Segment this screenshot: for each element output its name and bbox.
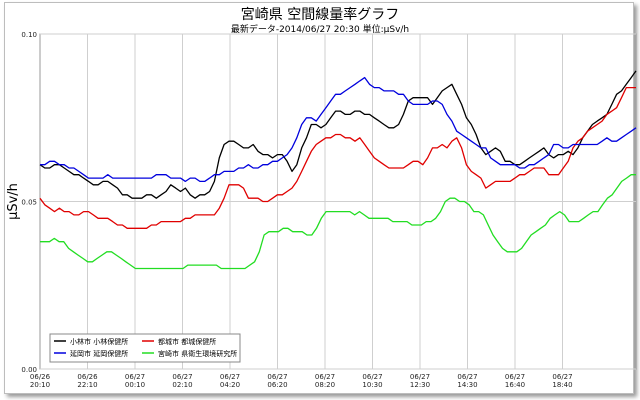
y-axis-label: μSv/h bbox=[6, 183, 21, 220]
y-tick-label: 0.00 bbox=[21, 366, 37, 374]
x-tick-label: 06/27 bbox=[505, 373, 525, 381]
chart-subtitle: 最新データ-2014/06/27 20:30 単位:μSv/h bbox=[230, 25, 410, 35]
x-tick-label: 12:30 bbox=[410, 381, 430, 389]
x-tick-label: 06/27 bbox=[125, 373, 145, 381]
legend-entry: 小林市 小林保健所 bbox=[70, 337, 128, 346]
y-axis: 0.00 0.05 0.10 μSv/h bbox=[6, 31, 37, 374]
x-tick-label: 08:20 bbox=[315, 381, 335, 389]
x-tick-label: 00:10 bbox=[125, 381, 145, 389]
y-tick-label: 0.05 bbox=[21, 199, 37, 207]
x-tick-label: 14:30 bbox=[457, 381, 477, 389]
legend-entry: 宮崎市 県衛生環境研究所 bbox=[158, 349, 237, 358]
x-tick-label: 10:30 bbox=[362, 381, 382, 389]
y-tick-label: 0.10 bbox=[21, 31, 37, 39]
series-line bbox=[40, 174, 636, 270]
x-tick-label: 04:20 bbox=[220, 381, 240, 389]
x-tick-label: 18:40 bbox=[552, 381, 572, 389]
x-axis: 06/2620:1006/2622:1006/2700:1006/2702:10… bbox=[30, 373, 573, 389]
x-tick-label: 06/27 bbox=[410, 373, 430, 381]
grid bbox=[39, 33, 637, 370]
x-tick-label: 06/27 bbox=[267, 373, 287, 381]
series-line bbox=[40, 76, 637, 183]
series-line bbox=[39, 70, 637, 199]
x-tick-label: 06/26 bbox=[77, 373, 98, 381]
chart-frame bbox=[4, 2, 634, 394]
x-tick-label: 06/27 bbox=[172, 373, 192, 381]
x-tick-label: 06/27 bbox=[552, 373, 572, 381]
legend-box bbox=[49, 333, 241, 363]
x-tick-label: 20:10 bbox=[30, 381, 50, 389]
chart-title: 宮崎県 空間線量率グラフ bbox=[240, 7, 400, 23]
x-tick-label: 06/27 bbox=[220, 373, 240, 381]
x-tick-label: 16:40 bbox=[505, 381, 525, 389]
legend-entry: 延岡市 延岡保健所 bbox=[70, 349, 128, 358]
x-tick-label: 22:10 bbox=[77, 381, 97, 389]
x-tick-label: 06/26 bbox=[30, 373, 51, 381]
x-tick-label: 06/27 bbox=[362, 373, 382, 381]
series-line bbox=[39, 86, 636, 229]
series-lines bbox=[39, 70, 637, 270]
x-tick-label: 06/27 bbox=[315, 373, 335, 381]
legend-entry: 都城市 都城保健所 bbox=[158, 337, 216, 346]
x-tick-label: 06/27 bbox=[457, 373, 477, 381]
x-tick-label: 06:20 bbox=[267, 381, 287, 389]
x-tick-label: 02:10 bbox=[172, 381, 192, 389]
